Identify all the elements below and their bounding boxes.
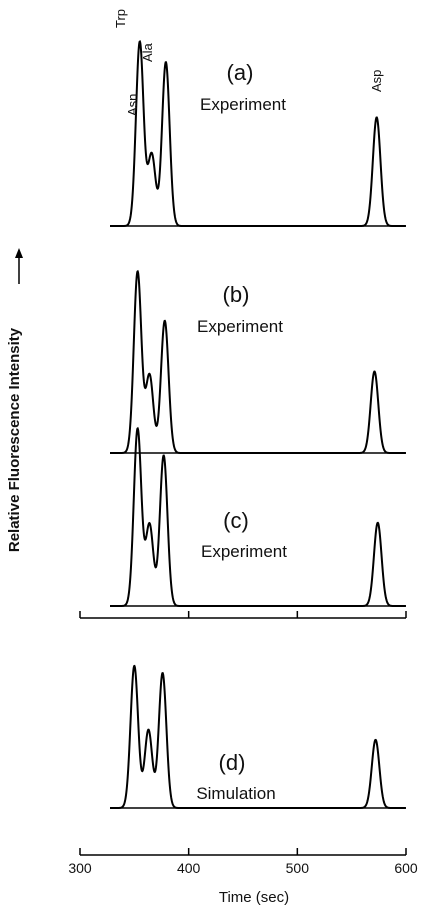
panel-c-trace	[110, 426, 406, 607]
x-axis-d-tick-label-300: 300	[68, 860, 92, 876]
panel-b-label: (b)	[223, 282, 250, 307]
x-axis-label: Time (sec)	[219, 889, 289, 906]
x-axis-panel-c	[79, 611, 407, 619]
x-axis-panel-d: 300 400 500 600	[68, 848, 418, 876]
panel-c-label: (c)	[223, 508, 249, 533]
panel-a: (a) Experiment	[110, 39, 406, 227]
panel-a-trace	[110, 39, 406, 227]
panel-b: (b) Experiment	[110, 269, 406, 454]
panel-d: (d) Simulation	[110, 664, 406, 809]
panel-a-label: (a)	[227, 60, 254, 85]
panel-b-trace	[110, 269, 406, 454]
peak-label-asn: Asn	[125, 94, 140, 116]
panel-c: (c) Experiment	[110, 426, 406, 607]
peak-label-trp: Trp	[113, 9, 128, 28]
peak-label-asp: Asp	[369, 70, 384, 92]
x-axis-d-tick-label-400: 400	[177, 860, 201, 876]
panel-b-kind: Experiment	[197, 317, 283, 336]
y-axis-arrow	[15, 248, 23, 284]
peak-label-ala: Ala	[140, 42, 155, 62]
panel-d-kind: Simulation	[196, 784, 275, 803]
panel-d-trace	[110, 664, 406, 809]
panel-d-label: (d)	[219, 750, 246, 775]
x-axis-d-tick-label-500: 500	[286, 860, 310, 876]
panel-c-kind: Experiment	[201, 542, 287, 561]
panel-a-kind: Experiment	[200, 95, 286, 114]
x-axis-d-tick-label-600: 600	[394, 860, 418, 876]
y-axis-label: Relative Fluorescence Intensity	[6, 327, 23, 552]
